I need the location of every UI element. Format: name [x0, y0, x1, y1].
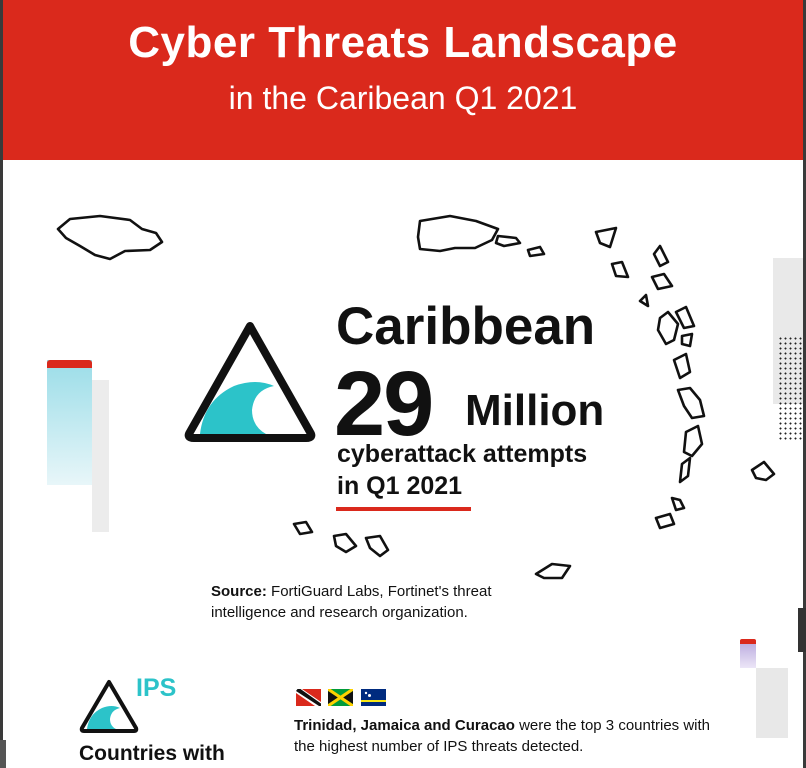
hero-description-line1: cyberattack attempts — [337, 440, 588, 468]
decorative-bar-purple-cap — [740, 639, 756, 644]
island-aruba — [292, 520, 314, 536]
island-hispaniola — [416, 214, 500, 253]
island-a13 — [670, 496, 686, 512]
top-countries-names: Trinidad, Jamaica and Curacao — [294, 717, 515, 734]
hero-underline — [336, 507, 471, 511]
decorative-bar-grey-bottom — [756, 668, 788, 738]
island-martinique — [676, 386, 706, 420]
island-a3 — [652, 244, 670, 268]
top-countries-statement: Trinidad, Jamaica and Curacao were the t… — [294, 715, 734, 757]
window-frame-left-marker — [0, 740, 6, 768]
source-text: FortiGuard Labs, Fortinet's threat intel… — [211, 583, 492, 621]
island-bonaire — [364, 534, 390, 558]
trinidad-and-tobago-flag — [296, 689, 321, 706]
decorative-bar-grey — [92, 380, 109, 532]
scrollbar-handle[interactable] — [798, 608, 806, 652]
ips-label: IPS — [136, 674, 177, 702]
window-frame-left — [0, 0, 3, 768]
top-countries-text: were the top 3 countries with the highes… — [294, 717, 711, 755]
island-a2 — [610, 260, 630, 279]
island-a4 — [650, 272, 674, 291]
hero-unit: Million — [465, 386, 605, 435]
decorative-bar-cap — [47, 360, 92, 368]
source-note: Source: FortiGuard Labs, Fortinet's thre… — [211, 581, 551, 623]
jamaica-flag — [328, 689, 353, 706]
hero-description-line2: in Q1 2021 — [337, 472, 463, 500]
island-a9 — [672, 352, 692, 380]
hero-region: Caribbean — [336, 297, 596, 356]
source-label: Source: — [211, 583, 267, 600]
page-title: Cyber Threats Landscape — [128, 18, 678, 67]
island-grenada — [654, 512, 676, 530]
island-a11 — [682, 424, 704, 458]
decorative-bar-purple — [740, 640, 756, 668]
island-puerto-rico — [494, 234, 522, 248]
island-a1 — [594, 226, 618, 249]
window-frame-right — [803, 0, 806, 768]
island-a7 — [674, 305, 696, 330]
page-subtitle: in the Caribean Q1 2021 — [228, 80, 578, 116]
island-curacao — [332, 532, 358, 554]
wave-warning-triangle-icon — [184, 322, 316, 442]
island-a8 — [680, 332, 694, 348]
curacao-flag — [361, 689, 386, 706]
decorative-bar-cyan — [47, 360, 92, 485]
island-a5 — [638, 293, 650, 308]
island-vi — [526, 245, 546, 258]
island-guadeloupe — [656, 310, 680, 346]
hero-number: 29 — [334, 353, 434, 455]
island-jamaica — [56, 214, 164, 261]
island-barbados — [750, 460, 776, 482]
island-trinidad — [534, 562, 572, 580]
ips-heading: Countries with — [79, 742, 225, 765]
ips-wave-icon — [79, 680, 139, 733]
island-a12 — [678, 456, 692, 484]
decorative-dot-grid — [778, 336, 804, 440]
header-banner: Cyber Threats Landscape in the Caribean … — [3, 0, 803, 160]
